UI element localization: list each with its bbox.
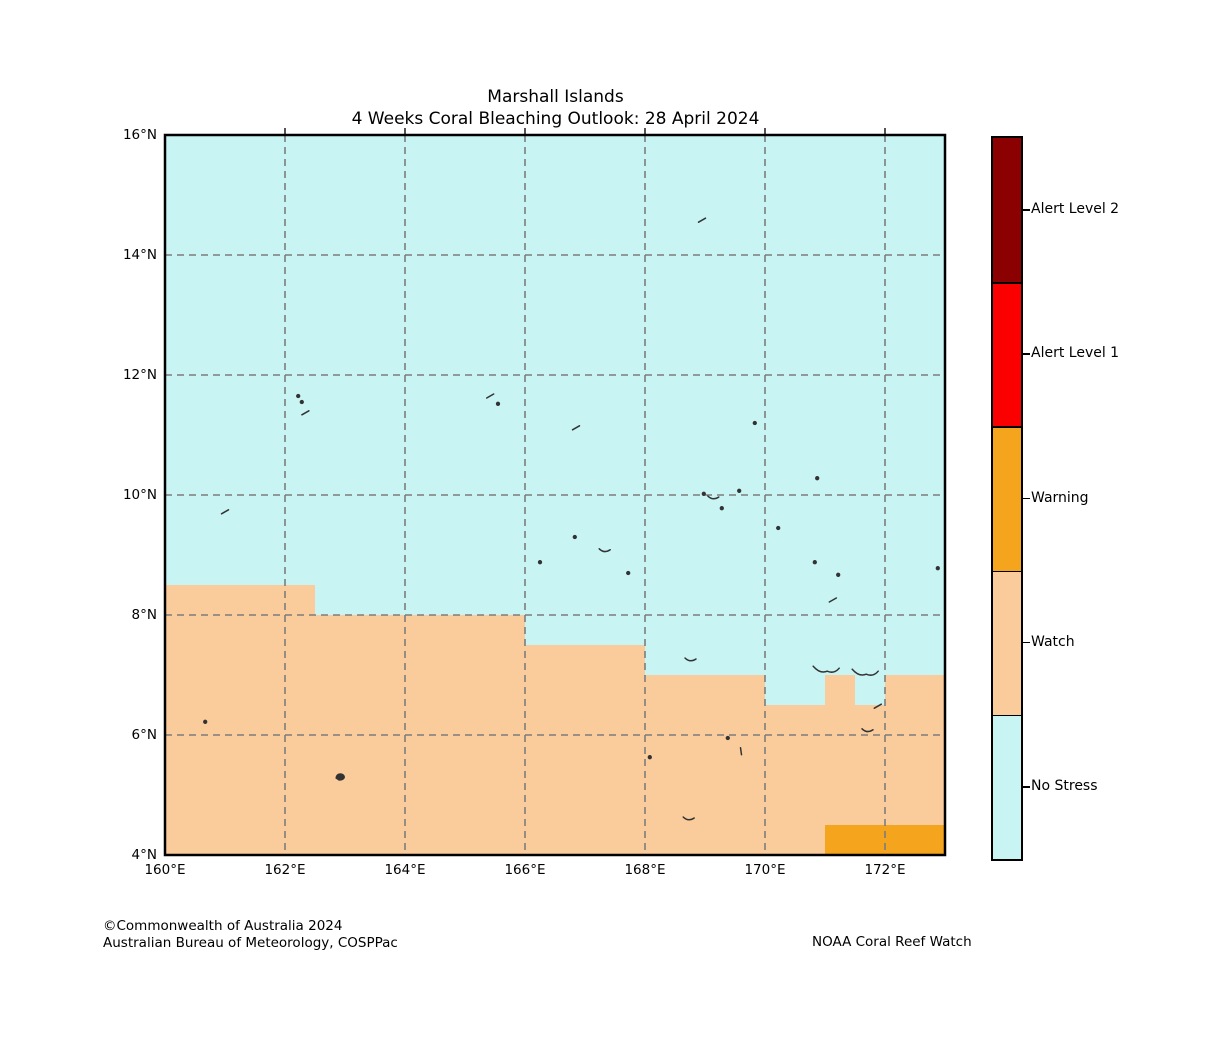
island-mark bbox=[935, 566, 940, 571]
legend-label-alert_level_1: Alert Level 1 bbox=[1031, 345, 1120, 362]
island-mark bbox=[752, 420, 757, 426]
island-mark bbox=[299, 399, 304, 405]
island-mark bbox=[203, 719, 208, 724]
legend: Alert Level 2 Alert Level 1 Warning Watch No… bbox=[991, 136, 1210, 861]
figure-title: Marshall Islands 4 Weeks Coral Bleaching… bbox=[165, 87, 946, 130]
island-mark bbox=[812, 665, 840, 673]
legend-label-alert_level_2: Alert Level 2 bbox=[1031, 201, 1120, 218]
island-mark bbox=[220, 509, 230, 515]
legend-tick bbox=[1023, 785, 1030, 788]
island-mark bbox=[701, 491, 706, 496]
legend-divider bbox=[993, 714, 1021, 717]
legend-swatch-alert_level_1 bbox=[993, 282, 1021, 427]
lon-tick-label: 164°E bbox=[384, 862, 426, 878]
island-mark bbox=[861, 728, 874, 733]
legend-label-watch: Watch bbox=[1031, 633, 1075, 650]
lon-tick-label: 166°E bbox=[504, 862, 546, 878]
island-mark bbox=[335, 773, 345, 781]
island-mark bbox=[812, 560, 817, 565]
legend-tick bbox=[1023, 353, 1030, 356]
island-mark bbox=[485, 393, 495, 399]
lat-tick-label: 14°N bbox=[122, 247, 157, 263]
legend-swatch-no_stress bbox=[993, 714, 1021, 859]
island-mark bbox=[828, 597, 838, 603]
island-mark bbox=[572, 534, 577, 540]
lat-tick-label: 16°N bbox=[122, 127, 157, 143]
legend-divider bbox=[993, 570, 1021, 573]
island-mark bbox=[684, 657, 697, 662]
lon-tick-label: 172°E bbox=[864, 862, 906, 878]
watch-region bbox=[165, 585, 945, 855]
lon-tick-label: 168°E bbox=[624, 862, 666, 878]
warning-region bbox=[825, 825, 945, 855]
island-mark bbox=[682, 816, 695, 821]
footer-attribution: ©Commonwealth of Australia 2024 Australi… bbox=[103, 918, 398, 951]
island-mark bbox=[851, 668, 879, 676]
island-mark bbox=[815, 476, 820, 481]
legend-tick bbox=[1023, 497, 1030, 500]
island-mark bbox=[647, 755, 652, 760]
title-region-line: Marshall Islands bbox=[487, 87, 624, 107]
island-mark bbox=[707, 495, 720, 500]
island-mark bbox=[737, 488, 742, 493]
legend-divider bbox=[993, 426, 1021, 428]
island-mark bbox=[537, 560, 543, 565]
copyright-text: ©Commonwealth of Australia 2024 bbox=[103, 918, 343, 934]
island-mark bbox=[495, 401, 501, 406]
island-mark bbox=[301, 410, 310, 416]
legend-label-warning: Warning bbox=[1031, 489, 1089, 506]
title-outlook-line: 4 Weeks Coral Bleaching Outlook: 28 Apri… bbox=[351, 108, 760, 129]
lon-tick-label: 162°E bbox=[264, 862, 306, 878]
legend-swatch-watch bbox=[993, 570, 1021, 715]
legend-tick bbox=[1023, 641, 1030, 644]
island-mark bbox=[836, 572, 841, 577]
lat-tick-label: 10°N bbox=[122, 487, 157, 503]
island-mark bbox=[296, 393, 301, 399]
island-mark bbox=[739, 746, 743, 756]
lat-tick-label: 8°N bbox=[131, 607, 157, 623]
legend-swatch-warning bbox=[993, 426, 1021, 571]
legend-swatch-alert_level_2 bbox=[993, 138, 1021, 283]
lat-tick-label: 6°N bbox=[131, 727, 157, 743]
organization-text: Australian Bureau of Meteorology, COSPPa… bbox=[103, 934, 398, 951]
island-mark bbox=[697, 217, 707, 223]
lat-tick-label: 4°N bbox=[131, 847, 157, 863]
island-mark bbox=[571, 425, 581, 431]
lat-tick-label: 12°N bbox=[122, 367, 157, 383]
island-mark bbox=[626, 570, 631, 576]
island-mark bbox=[873, 703, 883, 709]
lon-tick-label: 170°E bbox=[744, 862, 786, 878]
island-mark bbox=[719, 506, 724, 511]
island-mark bbox=[598, 548, 611, 553]
legend-tick bbox=[1023, 209, 1030, 211]
legend-divider bbox=[993, 282, 1021, 284]
legend-label-no_stress: No Stress bbox=[1031, 777, 1098, 794]
legend-colorbar bbox=[991, 136, 1023, 861]
credit-text: NOAA Coral Reef Watch bbox=[812, 934, 972, 950]
island-mark bbox=[776, 525, 781, 531]
lon-tick-label: 160°E bbox=[144, 862, 186, 878]
map-frame bbox=[163, 133, 947, 857]
island-mark bbox=[725, 735, 730, 741]
outlook-map bbox=[163, 128, 947, 857]
